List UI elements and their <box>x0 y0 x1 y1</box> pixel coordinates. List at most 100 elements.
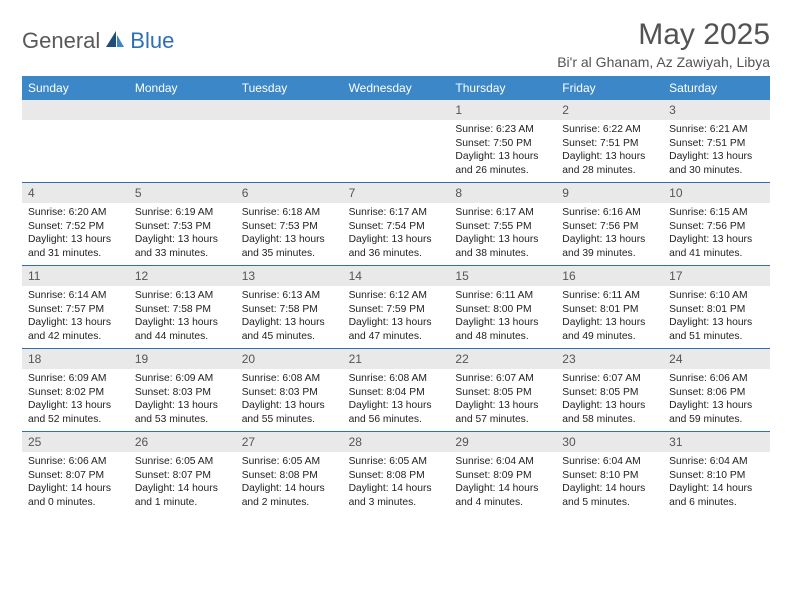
day-detail: Sunrise: 6:05 AMSunset: 8:07 PMDaylight:… <box>129 452 236 511</box>
sunset-text: Sunset: 8:08 PM <box>242 469 339 483</box>
calendar-day: 1Sunrise: 6:23 AMSunset: 7:50 PMDaylight… <box>449 100 556 182</box>
day-number: 26 <box>129 432 236 452</box>
calendar-day: 2Sunrise: 6:22 AMSunset: 7:51 PMDaylight… <box>556 100 663 182</box>
day-detail: Sunrise: 6:06 AMSunset: 8:06 PMDaylight:… <box>663 369 770 428</box>
sunset-text: Sunset: 8:10 PM <box>562 469 659 483</box>
brand-text-right: Blue <box>130 28 174 54</box>
sunrise-text: Sunrise: 6:10 AM <box>669 289 766 303</box>
sunset-text: Sunset: 8:00 PM <box>455 303 552 317</box>
day-number: 20 <box>236 349 343 369</box>
day-number: 1 <box>449 100 556 120</box>
dow-friday: Friday <box>556 76 663 100</box>
calendar-week: 4Sunrise: 6:20 AMSunset: 7:52 PMDaylight… <box>22 183 770 266</box>
calendar-day: 12Sunrise: 6:13 AMSunset: 7:58 PMDayligh… <box>129 266 236 348</box>
sunrise-text: Sunrise: 6:04 AM <box>562 455 659 469</box>
day-detail: Sunrise: 6:18 AMSunset: 7:53 PMDaylight:… <box>236 203 343 262</box>
sunrise-text: Sunrise: 6:21 AM <box>669 123 766 137</box>
calendar-day: 25Sunrise: 6:06 AMSunset: 8:07 PMDayligh… <box>22 432 129 514</box>
calendar-day: 21Sunrise: 6:08 AMSunset: 8:04 PMDayligh… <box>343 349 450 431</box>
sunrise-text: Sunrise: 6:12 AM <box>349 289 446 303</box>
day-number: 10 <box>663 183 770 203</box>
day-detail: Sunrise: 6:08 AMSunset: 8:04 PMDaylight:… <box>343 369 450 428</box>
calendar-week: 25Sunrise: 6:06 AMSunset: 8:07 PMDayligh… <box>22 432 770 514</box>
sunset-text: Sunset: 8:07 PM <box>135 469 232 483</box>
sunset-text: Sunset: 7:51 PM <box>562 137 659 151</box>
calendar-day: 29Sunrise: 6:04 AMSunset: 8:09 PMDayligh… <box>449 432 556 514</box>
day-detail: Sunrise: 6:13 AMSunset: 7:58 PMDaylight:… <box>129 286 236 345</box>
day-number: 24 <box>663 349 770 369</box>
daylight-text: Daylight: 13 hours and 39 minutes. <box>562 233 659 260</box>
day-number: 14 <box>343 266 450 286</box>
calendar-day: 13Sunrise: 6:13 AMSunset: 7:58 PMDayligh… <box>236 266 343 348</box>
day-detail: Sunrise: 6:20 AMSunset: 7:52 PMDaylight:… <box>22 203 129 262</box>
day-detail: Sunrise: 6:09 AMSunset: 8:03 PMDaylight:… <box>129 369 236 428</box>
sunset-text: Sunset: 8:02 PM <box>28 386 125 400</box>
sunset-text: Sunset: 8:10 PM <box>669 469 766 483</box>
day-number: 21 <box>343 349 450 369</box>
sunset-text: Sunset: 8:04 PM <box>349 386 446 400</box>
day-number: 31 <box>663 432 770 452</box>
day-number: 16 <box>556 266 663 286</box>
calendar-day: 11 Sunrise: 6:14 AMSunset: 7:57 PMDayligh… <box>22 266 129 348</box>
day-detail: Sunrise: 6:05 AMSunset: 8:08 PMDaylight:… <box>343 452 450 511</box>
brand-logo: General Blue <box>22 18 174 54</box>
daylight-text: Daylight: 14 hours and 4 minutes. <box>455 482 552 509</box>
daylight-text: Daylight: 13 hours and 35 minutes. <box>242 233 339 260</box>
sunset-text: Sunset: 8:03 PM <box>242 386 339 400</box>
sunset-text: Sunset: 7:57 PM <box>28 303 125 317</box>
day-detail: Sunrise: 6:19 AMSunset: 7:53 PMDaylight:… <box>129 203 236 262</box>
calendar-week: 1Sunrise: 6:23 AMSunset: 7:50 PMDaylight… <box>22 100 770 183</box>
sunset-text: Sunset: 8:05 PM <box>562 386 659 400</box>
day-number: 12 <box>129 266 236 286</box>
sunrise-text: Sunrise: 6:09 AM <box>28 372 125 386</box>
sunrise-text: Sunrise: 6:07 AM <box>455 372 552 386</box>
day-number <box>236 100 343 120</box>
daylight-text: Daylight: 13 hours and 45 minutes. <box>242 316 339 343</box>
sunset-text: Sunset: 7:53 PM <box>135 220 232 234</box>
daylight-text: Daylight: 14 hours and 0 minutes. <box>28 482 125 509</box>
day-number: 2 <box>556 100 663 120</box>
calendar-day <box>129 100 236 182</box>
calendar-day: 20Sunrise: 6:08 AMSunset: 8:03 PMDayligh… <box>236 349 343 431</box>
day-number: 6 <box>236 183 343 203</box>
sunrise-text: Sunrise: 6:07 AM <box>562 372 659 386</box>
calendar-day: 17Sunrise: 6:10 AMSunset: 8:01 PMDayligh… <box>663 266 770 348</box>
day-number <box>343 100 450 120</box>
dow-sunday: Sunday <box>22 76 129 100</box>
calendar-day: 5Sunrise: 6:19 AMSunset: 7:53 PMDaylight… <box>129 183 236 265</box>
sunset-text: Sunset: 8:03 PM <box>135 386 232 400</box>
calendar-day: 28Sunrise: 6:05 AMSunset: 8:08 PMDayligh… <box>343 432 450 514</box>
day-number: 9 <box>556 183 663 203</box>
daylight-text: Daylight: 13 hours and 42 minutes. <box>28 316 125 343</box>
day-detail: Sunrise: 6:10 AMSunset: 8:01 PMDaylight:… <box>663 286 770 345</box>
calendar-day: 8Sunrise: 6:17 AMSunset: 7:55 PMDaylight… <box>449 183 556 265</box>
day-detail: Sunrise: 6:11 AMSunset: 8:00 PMDaylight:… <box>449 286 556 345</box>
sunrise-text: Sunrise: 6:04 AM <box>455 455 552 469</box>
day-number: 25 <box>22 432 129 452</box>
daylight-text: Daylight: 13 hours and 30 minutes. <box>669 150 766 177</box>
day-number: 15 <box>449 266 556 286</box>
sunrise-text: Sunrise: 6:20 AM <box>28 206 125 220</box>
calendar: Sunday Monday Tuesday Wednesday Thursday… <box>22 76 770 514</box>
day-detail: Sunrise: 6:05 AMSunset: 8:08 PMDaylight:… <box>236 452 343 511</box>
day-number: 7 <box>343 183 450 203</box>
calendar-day: 16Sunrise: 6:11 AMSunset: 8:01 PMDayligh… <box>556 266 663 348</box>
day-number <box>22 100 129 120</box>
sunrise-text: Sunrise: 6:06 AM <box>669 372 766 386</box>
sunset-text: Sunset: 7:56 PM <box>562 220 659 234</box>
day-detail: Sunrise: 6:17 AMSunset: 7:55 PMDaylight:… <box>449 203 556 262</box>
sunrise-text: Sunrise: 6:18 AM <box>242 206 339 220</box>
sunset-text: Sunset: 8:01 PM <box>562 303 659 317</box>
daylight-text: Daylight: 13 hours and 31 minutes. <box>28 233 125 260</box>
dow-header: Sunday Monday Tuesday Wednesday Thursday… <box>22 76 770 100</box>
calendar-day <box>343 100 450 182</box>
daylight-text: Daylight: 13 hours and 49 minutes. <box>562 316 659 343</box>
day-number: 11 <box>22 266 129 286</box>
daylight-text: Daylight: 13 hours and 58 minutes. <box>562 399 659 426</box>
day-detail: Sunrise: 6:04 AMSunset: 8:10 PMDaylight:… <box>556 452 663 511</box>
calendar-day: 30Sunrise: 6:04 AMSunset: 8:10 PMDayligh… <box>556 432 663 514</box>
calendar-day: 18Sunrise: 6:09 AMSunset: 8:02 PMDayligh… <box>22 349 129 431</box>
sunrise-text: Sunrise: 6:14 AM <box>28 289 125 303</box>
day-number: 29 <box>449 432 556 452</box>
dow-monday: Monday <box>129 76 236 100</box>
